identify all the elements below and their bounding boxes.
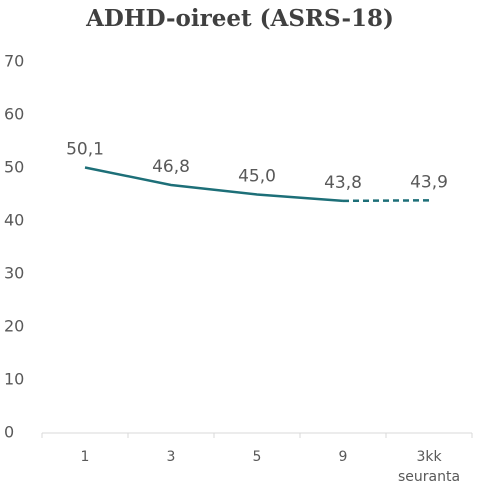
value-label: 46,8	[152, 157, 190, 177]
line-dashed	[342, 199, 430, 203]
x-tick-label: 9	[339, 449, 348, 465]
y-tick-label: 60	[4, 105, 24, 124]
chart-title: ADHD-oireet (ASRS-18)	[85, 5, 394, 32]
line-solid	[84, 166, 344, 203]
x-tick-label: 5	[253, 449, 262, 465]
y-tick-label: 70	[4, 52, 24, 71]
x-tick-label-line: 3kk	[416, 449, 442, 465]
x-tick-label: 3kk seuranta	[398, 449, 460, 485]
value-label: 45,0	[238, 167, 276, 187]
y-tick-label: 10	[4, 370, 24, 389]
y-tick-label: 40	[4, 211, 24, 230]
value-label: 43,9	[410, 172, 448, 192]
y-tick-label: 20	[4, 317, 24, 336]
value-label: 43,8	[324, 173, 362, 193]
x-tick-label: 1	[81, 449, 90, 465]
y-tick-label: 30	[4, 264, 24, 283]
value-label: 50,1	[66, 139, 104, 159]
x-tick-label: 3	[167, 449, 176, 465]
y-tick-label: 50	[4, 158, 24, 177]
y-tick-label: 0	[4, 423, 14, 442]
x-tick-label-line: seuranta	[398, 469, 460, 485]
